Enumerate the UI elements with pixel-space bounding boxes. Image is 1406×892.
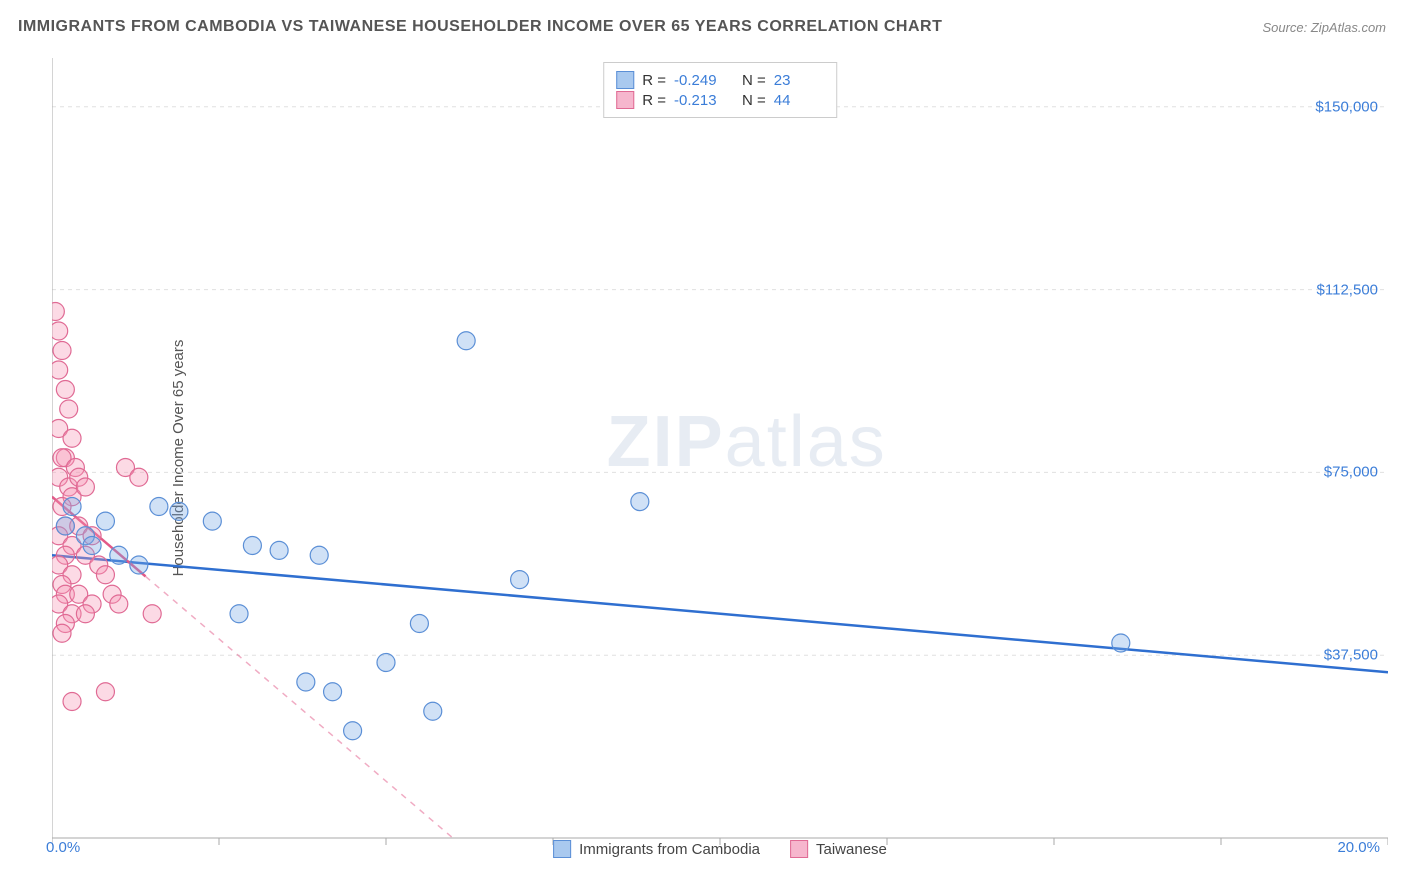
source-label: Source: ZipAtlas.com xyxy=(1262,20,1386,35)
chart-title: IMMIGRANTS FROM CAMBODIA VS TAIWANESE HO… xyxy=(18,18,942,36)
r-value-taiwanese: -0.213 xyxy=(674,92,724,109)
legend-item-cambodia: Immigrants from Cambodia xyxy=(553,840,760,858)
legend-label-cambodia: Immigrants from Cambodia xyxy=(579,841,760,858)
n-value-taiwanese: 44 xyxy=(774,92,824,109)
n-value-cambodia: 23 xyxy=(774,72,824,89)
x-tick-label: 0.0% xyxy=(46,839,80,856)
bottom-legend: Immigrants from Cambodia Taiwanese xyxy=(553,840,887,858)
n-prefix: N = xyxy=(742,92,766,109)
n-prefix: N = xyxy=(742,72,766,89)
x-tick-label: 20.0% xyxy=(1337,839,1380,856)
r-prefix: R = xyxy=(642,92,666,109)
stats-row-cambodia: R = -0.249 N = 23 xyxy=(616,71,824,89)
scatter-plot xyxy=(52,58,1388,858)
stats-legend: R = -0.249 N = 23 R = -0.213 N = 44 xyxy=(603,62,837,118)
swatch-cambodia xyxy=(616,71,634,89)
y-tick-label: $112,500 xyxy=(1317,281,1378,298)
y-tick-label: $37,500 xyxy=(1324,647,1378,664)
stats-row-taiwanese: R = -0.213 N = 44 xyxy=(616,91,824,109)
chart-area: Householder Income Over 65 years ZIPatla… xyxy=(52,58,1388,858)
r-value-cambodia: -0.249 xyxy=(674,72,724,89)
swatch-cambodia xyxy=(553,840,571,858)
y-tick-label: $75,000 xyxy=(1324,464,1378,481)
legend-label-taiwanese: Taiwanese xyxy=(816,841,887,858)
y-tick-label: $150,000 xyxy=(1315,98,1378,115)
r-prefix: R = xyxy=(642,72,666,89)
swatch-taiwanese xyxy=(616,91,634,109)
legend-item-taiwanese: Taiwanese xyxy=(790,840,887,858)
swatch-taiwanese xyxy=(790,840,808,858)
